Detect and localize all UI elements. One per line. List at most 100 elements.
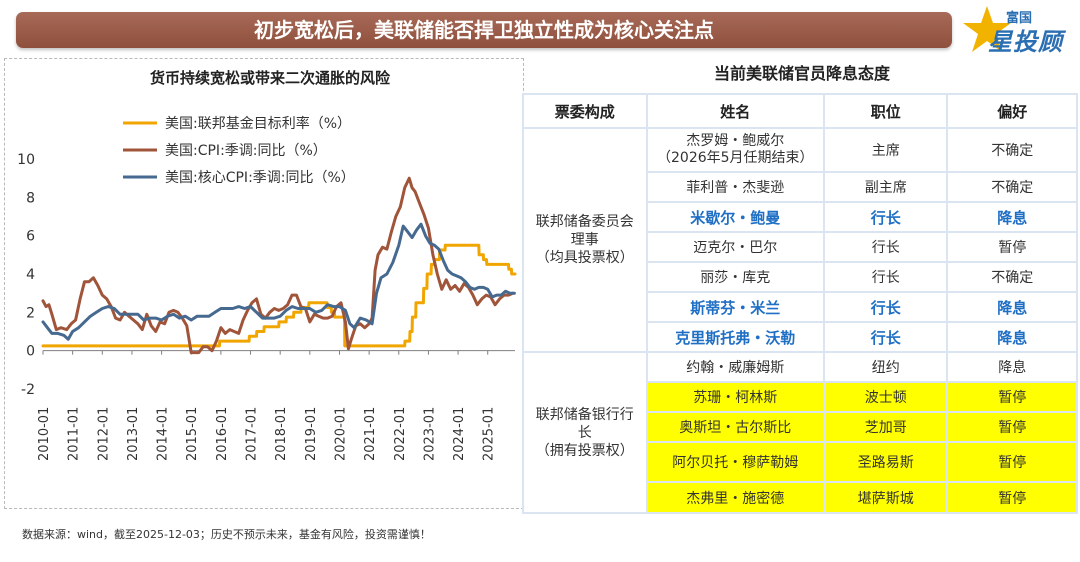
official-name: 苏珊・柯林斯 — [645, 381, 825, 413]
chart-series — [41, 176, 517, 355]
chart-legend: 美国:联邦基金目标利率（%） 美国:CPI:季调:同比（%） 美国:核心CPI:季调… — [123, 115, 355, 186]
official-position: 副主席 — [822, 171, 949, 203]
official-preference: 降息 — [946, 201, 1078, 233]
official-name: 米歇尔・鲍曼 — [645, 201, 825, 233]
official-preference: 暂停 — [946, 381, 1078, 413]
table-row: 丽莎・库克 行长 不确定 — [523, 261, 1078, 293]
official-name: 杰罗姆・鲍威尔 （2026年5月任期结束） — [645, 127, 825, 173]
table-title: 当前美联储官员降息态度 — [713, 64, 890, 83]
official-name: 阿尔贝托・穆萨勒姆 — [645, 441, 825, 483]
page-title: 初步宽松后，美联储能否捍卫独立性成为核心关注点 — [254, 18, 714, 42]
official-name: 奥斯坦・古尔斯比 — [645, 411, 825, 443]
official-position: 主席 — [822, 127, 949, 173]
official-name: 丽莎・库克 — [645, 261, 825, 293]
inflation-chart-panel: 货币持续宽松或带来二次通胀的风险 -2 0 2 4 6 8 10 2010-01 2011-01… — [4, 58, 524, 509]
x-tick-label: 2024-01 — [452, 407, 467, 461]
group-board-governors: 联邦储备委员会 理事 （均具投票权） — [522, 127, 648, 353]
chart-axes: -2 0 2 4 6 8 10 2010-01 2011-01 2012-01 2013-01 201… — [17, 152, 515, 461]
series-line-1 — [41, 243, 517, 348]
legend-label: 美国:CPI:季调:同比（%） — [165, 143, 327, 159]
official-name: 约翰・威廉姆斯 — [645, 351, 825, 383]
official-position: 行长 — [822, 321, 949, 353]
official-position: 行长 — [822, 201, 949, 233]
table-row: 苏珊・柯林斯 波士顿 暂停 — [523, 381, 1078, 413]
x-tick-label: 2023-01 — [422, 407, 437, 461]
official-name: 克里斯托弗・沃勒 — [645, 321, 825, 353]
official-preference: 暂停 — [946, 231, 1078, 263]
header-group: 票委构成 — [522, 93, 648, 129]
chart-title: 货币持续宽松或带来二次通胀的风险 — [150, 69, 391, 87]
x-tick-label: 2021-01 — [363, 407, 378, 461]
data-source-footnote: 数据来源：wind，截至2025-12-03；历史不预示未来，基金有风险，投资需… — [22, 528, 431, 541]
table-row: 菲利普・杰斐逊 副主席 不确定 — [523, 171, 1078, 203]
x-tick-label: 2019-01 — [304, 407, 319, 461]
official-name: 菲利普・杰斐逊 — [645, 171, 825, 203]
official-position: 行长 — [822, 291, 949, 323]
official-name-line: （2026年5月任期结束） — [657, 150, 814, 166]
x-tick-label: 2013-01 — [126, 407, 141, 461]
official-preference: 降息 — [946, 351, 1078, 383]
series-line-2 — [41, 176, 515, 355]
official-position: 圣路易斯 — [822, 441, 949, 483]
table-row: 克里斯托弗・沃勒 行长 降息 — [523, 321, 1078, 353]
official-name: 斯蒂芬・米兰 — [645, 291, 825, 323]
group-line: 联邦储备委员会 — [535, 214, 634, 230]
table-row: 迈克尔・巴尔 行长 暂停 — [523, 231, 1078, 263]
table-row: 奥斯坦・古尔斯比 芝加哥 暂停 — [523, 411, 1078, 443]
x-tick-label: 2015-01 — [185, 407, 200, 461]
official-preference: 降息 — [946, 321, 1078, 353]
table-row: 阿尔贝托・穆萨勒姆 圣路易斯 暂停 — [523, 441, 1078, 483]
official-position: 波士顿 — [822, 381, 949, 413]
group-line: 理事 — [570, 232, 599, 248]
header-position: 职位 — [822, 93, 949, 129]
x-tick-label: 2020-01 — [333, 407, 348, 461]
x-tick-label: 2025-01 — [482, 407, 497, 461]
official-position: 行长 — [822, 231, 949, 263]
official-position: 堪萨斯城 — [822, 481, 949, 514]
official-preference: 暂停 — [946, 481, 1078, 514]
official-preference: 不确定 — [946, 171, 1078, 203]
official-position: 芝加哥 — [822, 411, 949, 443]
group-line: 长 — [577, 424, 592, 441]
official-name: 迈克尔・巴尔 — [645, 231, 825, 263]
page-title-banner: 初步宽松后，美联储能否捍卫独立性成为核心关注点 — [16, 12, 952, 48]
table-header-row: 票委构成 姓名 职位 偏好 — [522, 93, 1078, 129]
official-preference: 暂停 — [946, 411, 1078, 443]
group-line: （拥有投票权） — [535, 442, 634, 459]
table-row: 联邦储备银行行 长 （拥有投票权） 约翰・威廉姆斯 纽约 降息 — [522, 351, 1078, 514]
y-tick-label: -2 — [21, 382, 35, 398]
y-tick-label: 10 — [17, 152, 35, 168]
x-tick-label: 2022-01 — [393, 407, 408, 461]
table-row: 斯蒂芬・米兰 行长 降息 — [523, 291, 1078, 323]
x-tick-label: 2012-01 — [96, 407, 111, 461]
logo-small-text: 富国 — [1006, 11, 1033, 26]
official-position: 行长 — [822, 261, 949, 293]
brand-logo: 富国 星投顾 — [962, 4, 1072, 56]
legend-label: 美国:联邦基金目标利率（%） — [165, 115, 351, 132]
y-tick-label: 4 — [26, 267, 35, 283]
official-name: 杰弗里・施密德 — [645, 481, 825, 514]
y-tick-label: 0 — [26, 344, 35, 360]
x-tick-label: 2010-01 — [37, 407, 52, 461]
header-name: 姓名 — [645, 93, 825, 129]
table-row: 联邦储备委员会 理事 （均具投票权） 杰罗姆・鲍威尔 （2026年5月任期结束）… — [522, 127, 1078, 353]
logo-big-text: 星投顾 — [988, 28, 1063, 56]
star-icon — [963, 6, 1011, 52]
header-preference: 偏好 — [946, 93, 1078, 129]
legend-label: 美国:核心CPI:季调:同比（%） — [165, 170, 355, 186]
series-line-3 — [41, 222, 516, 341]
inflation-line-chart: 货币持续宽松或带来二次通胀的风险 -2 0 2 4 6 8 10 2010-01 2011-01… — [17, 69, 517, 461]
x-tick-label: 2014-01 — [156, 407, 171, 461]
official-position: 纽约 — [822, 351, 949, 383]
official-preference: 暂停 — [946, 441, 1078, 483]
group-line: 联邦储备银行行 — [535, 406, 634, 423]
x-tick-label: 2018-01 — [274, 407, 289, 461]
official-name-line: 杰罗姆・鲍威尔 — [686, 133, 785, 149]
table-row: 米歇尔・鲍曼 行长 降息 — [523, 201, 1078, 233]
official-preference: 不确定 — [946, 261, 1078, 293]
y-tick-label: 2 — [26, 305, 35, 321]
group-reserve-bank-presidents: 联邦储备银行行 长 （拥有投票权） — [522, 351, 648, 514]
x-tick-label: 2016-01 — [215, 407, 230, 461]
y-tick-label: 6 — [26, 229, 35, 245]
y-tick-label: 8 — [26, 190, 35, 206]
